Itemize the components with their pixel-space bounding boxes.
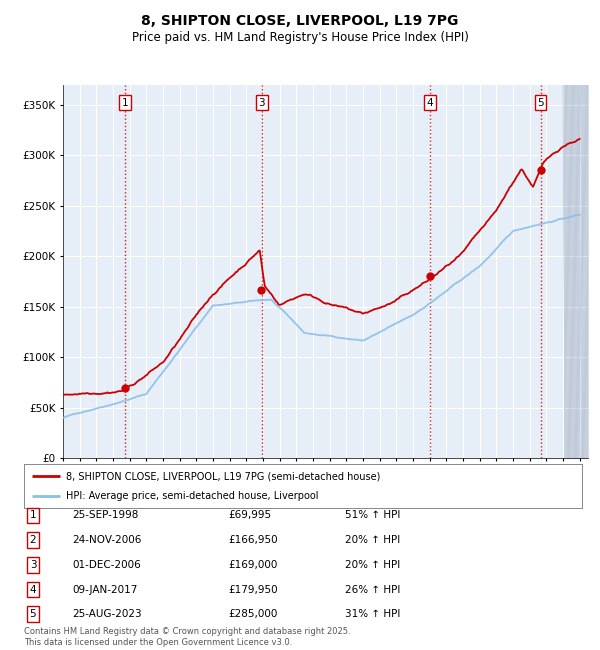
Text: 25-AUG-2023: 25-AUG-2023	[72, 609, 142, 619]
Text: 24-NOV-2006: 24-NOV-2006	[72, 535, 142, 545]
Text: £69,995: £69,995	[228, 510, 271, 521]
Text: 3: 3	[259, 98, 265, 108]
Text: 4: 4	[427, 98, 433, 108]
Text: £285,000: £285,000	[228, 609, 277, 619]
Text: 51% ↑ HPI: 51% ↑ HPI	[345, 510, 400, 521]
Text: 09-JAN-2017: 09-JAN-2017	[72, 584, 137, 595]
Text: 31% ↑ HPI: 31% ↑ HPI	[345, 609, 400, 619]
Text: 1: 1	[29, 510, 37, 521]
Text: £179,950: £179,950	[228, 584, 278, 595]
Text: 5: 5	[29, 609, 37, 619]
Text: HPI: Average price, semi-detached house, Liverpool: HPI: Average price, semi-detached house,…	[66, 491, 319, 501]
Text: 5: 5	[537, 98, 544, 108]
Text: 8, SHIPTON CLOSE, LIVERPOOL, L19 7PG: 8, SHIPTON CLOSE, LIVERPOOL, L19 7PG	[142, 14, 458, 29]
Text: £166,950: £166,950	[228, 535, 278, 545]
Text: 20% ↑ HPI: 20% ↑ HPI	[345, 535, 400, 545]
Text: 3: 3	[29, 560, 37, 570]
Text: 2: 2	[29, 535, 37, 545]
Text: 1: 1	[122, 98, 128, 108]
Text: Contains HM Land Registry data © Crown copyright and database right 2025.
This d: Contains HM Land Registry data © Crown c…	[24, 627, 350, 647]
Text: 26% ↑ HPI: 26% ↑ HPI	[345, 584, 400, 595]
Text: 01-DEC-2006: 01-DEC-2006	[72, 560, 141, 570]
Text: 25-SEP-1998: 25-SEP-1998	[72, 510, 139, 521]
Text: £169,000: £169,000	[228, 560, 277, 570]
Text: 20% ↑ HPI: 20% ↑ HPI	[345, 560, 400, 570]
Text: 8, SHIPTON CLOSE, LIVERPOOL, L19 7PG (semi-detached house): 8, SHIPTON CLOSE, LIVERPOOL, L19 7PG (se…	[66, 471, 380, 481]
Text: Price paid vs. HM Land Registry's House Price Index (HPI): Price paid vs. HM Land Registry's House …	[131, 31, 469, 44]
Text: 4: 4	[29, 584, 37, 595]
